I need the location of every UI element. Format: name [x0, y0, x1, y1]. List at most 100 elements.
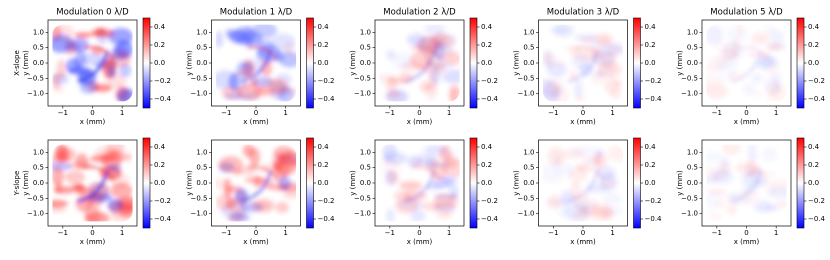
heatmap-arc — [731, 50, 763, 83]
colorbar-tick-label: −0.4 — [808, 215, 826, 223]
colorbar-tick-label: −0.4 — [481, 215, 499, 223]
heatmap-patch — [54, 144, 68, 162]
heatmap-patch — [547, 146, 566, 167]
heatmap-arc — [573, 166, 605, 181]
panel: −1 0 1 −1.0 −0.5 0.0 0.5 1.0 x (mm) y (mm)X-slope… — [13, 8, 172, 127]
heatmap-patch — [95, 146, 119, 160]
x-tick-label: 1 — [120, 109, 124, 117]
colorbar-tick-label: 0.0 — [645, 59, 656, 67]
colorbar-tick-label: 0.4 — [154, 143, 166, 151]
y-tick-label: −1.0 — [681, 90, 698, 98]
x-tick-label: 0 — [90, 109, 94, 117]
y-tick-label: 1.0 — [196, 148, 207, 156]
heatmap-patch — [606, 42, 624, 50]
x-tick-label: 0 — [417, 229, 421, 237]
heatmap-arc — [410, 166, 442, 181]
heatmap-patch — [236, 92, 261, 102]
heatmap-patch — [708, 211, 721, 222]
heatmap-arc — [246, 166, 278, 181]
heatmap-patch — [52, 199, 69, 208]
x-tick-label: 0 — [744, 229, 748, 237]
heatmap-arc — [83, 166, 115, 181]
x-tick-label: −1 — [385, 109, 395, 117]
heatmap-arc — [737, 166, 769, 181]
heatmap-patch — [442, 158, 460, 178]
heatmap-patch — [770, 179, 793, 193]
panel: −1 0 1 −1.0 −0.5 0.0 0.5 1.0 x (mm) y (mm) Modulat… — [186, 8, 336, 127]
heatmap-patch — [52, 166, 64, 186]
colorbar — [796, 17, 805, 109]
y-tick-label: 0.5 — [523, 44, 534, 52]
y-tick-label: 0.0 — [33, 59, 44, 67]
colorbar-tick-label: −0.2 — [154, 197, 171, 205]
heatmap-patch — [705, 151, 722, 162]
heatmap-patch — [392, 52, 414, 70]
x-tick-label: 1 — [610, 109, 614, 117]
panel: −1 0 1 −1.0 −0.5 0.0 0.5 1.0 x (mm) y (mm) −0.4 −0.… — [676, 137, 826, 246]
heatmap-texture — [52, 144, 133, 222]
y-tick-label: −0.5 — [681, 194, 698, 202]
heatmap-texture — [381, 144, 460, 222]
colorbar — [142, 137, 151, 229]
heatmap-patch — [425, 82, 438, 100]
heatmap-texture — [52, 24, 133, 102]
heatmap-image — [52, 24, 133, 102]
y-axis-label: y (mm) — [676, 50, 684, 76]
heatmap-patch — [707, 188, 727, 196]
heatmap-patch — [714, 57, 739, 69]
colorbar-tick-label: 0.2 — [645, 161, 656, 169]
row-label: Y-slope — [13, 171, 21, 197]
y-tick-label: 0.0 — [687, 179, 698, 187]
heatmap-patch — [399, 180, 421, 191]
heatmap-texture — [547, 144, 624, 222]
y-tick-label: −1.0 — [354, 210, 371, 218]
colorbar-tick-label: −0.2 — [645, 197, 662, 205]
x-axis-label: x (mm) — [243, 238, 269, 246]
heatmap-patch — [440, 175, 458, 186]
y-tick-label: 1.0 — [523, 148, 534, 156]
heatmap-patch — [542, 86, 560, 102]
heatmap-patch — [235, 70, 255, 78]
heatmap-patch — [766, 43, 785, 51]
panel-title: Modulation 3 λ/D — [547, 8, 620, 18]
y-tick-label: −1.0 — [681, 210, 698, 218]
colorbar-tick-label: −0.4 — [318, 215, 336, 223]
heatmap-patch — [64, 170, 86, 184]
x-tick-label: 1 — [774, 109, 778, 117]
y-axis-label: y (mm) — [22, 50, 30, 76]
colorbar-tick-label: −0.2 — [645, 77, 662, 85]
heatmap-image — [215, 144, 297, 222]
heatmap-patch — [95, 27, 106, 36]
colorbar-tick-label: 0.0 — [808, 59, 819, 67]
y-axis-label: y (mm) — [513, 170, 521, 196]
heatmap-patch — [765, 81, 780, 94]
y-tick-label: 0.0 — [196, 179, 207, 187]
heatmap-image — [52, 144, 133, 222]
x-tick-label: 0 — [417, 109, 421, 117]
colorbar-tick-label: 0.2 — [481, 161, 492, 169]
x-tick-label: 1 — [120, 229, 124, 237]
colorbar-tick-label: −0.4 — [808, 95, 826, 103]
heatmap-patch — [603, 179, 615, 188]
y-tick-label: 0.5 — [360, 44, 371, 52]
y-tick-label: 0.0 — [360, 179, 371, 187]
heatmap-patch — [120, 153, 133, 162]
x-axis-label: x (mm) — [734, 118, 760, 126]
heatmap-patch — [575, 94, 586, 102]
colorbar-tick-label: 0.4 — [645, 143, 657, 151]
y-tick-label: 1.0 — [687, 28, 698, 36]
heatmap-texture — [379, 24, 460, 102]
heatmap-patch — [74, 32, 92, 39]
heatmap-patch — [583, 155, 602, 167]
y-tick-label: −1.0 — [191, 90, 208, 98]
colorbar-tick-label: 0.0 — [808, 179, 819, 187]
colorbar-tick-label: 0.0 — [154, 179, 165, 187]
heatmap-texture — [215, 24, 297, 102]
heatmap-image — [547, 144, 624, 222]
heatmap-patch — [79, 52, 105, 66]
heatmap-patch — [442, 69, 460, 84]
colorbar-tick-label: −0.2 — [318, 197, 335, 205]
colorbar-tick-label: −0.2 — [481, 77, 498, 85]
